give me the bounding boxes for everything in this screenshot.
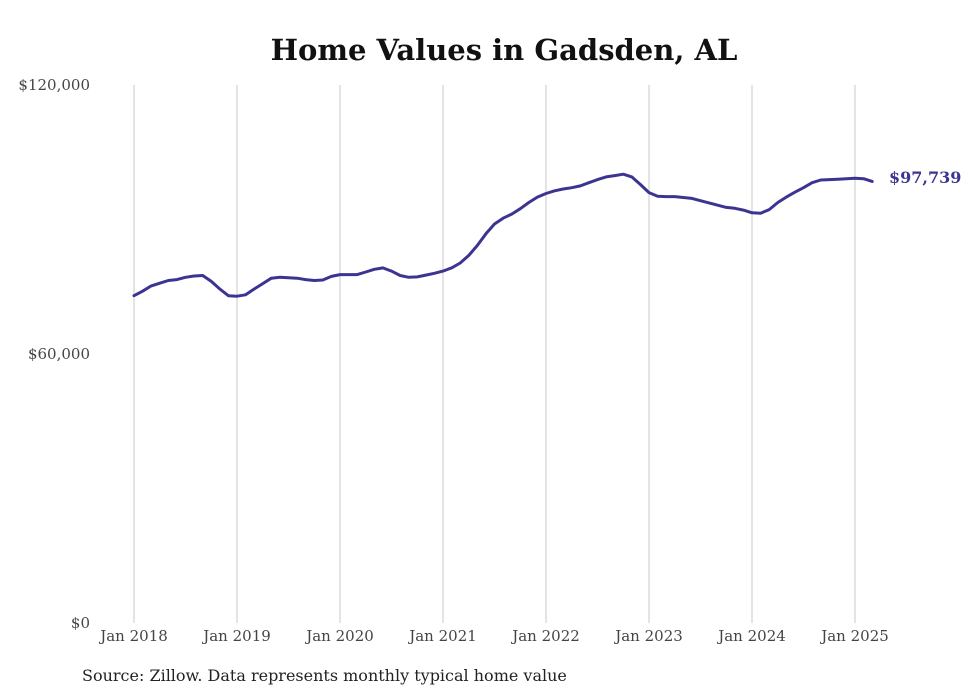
x-tick-label: Jan 2023 xyxy=(613,627,683,645)
x-tick-label: Jan 2022 xyxy=(510,627,580,645)
x-tick-label: Jan 2019 xyxy=(201,627,271,645)
y-axis: $0 $60,000 $120,000 xyxy=(18,76,90,632)
grid xyxy=(133,85,856,623)
source-note: Source: Zillow. Data represents monthly … xyxy=(82,666,567,685)
y-tick-label: $120,000 xyxy=(18,76,90,94)
series xyxy=(132,172,874,298)
chart-title: Home Values in Gadsden, AL xyxy=(271,33,738,67)
x-tick-label: Jan 2020 xyxy=(304,627,374,645)
end-value-label: $97,739 xyxy=(889,168,961,187)
x-axis: Jan 2018 Jan 2019 Jan 2020 Jan 2021 Jan 2022… xyxy=(98,627,889,645)
y-tick-label: $0 xyxy=(71,614,90,632)
x-tick-label: Jan 2018 xyxy=(98,627,168,645)
y-tick-label: $60,000 xyxy=(28,345,90,363)
x-tick-label: Jan 2024 xyxy=(716,627,786,645)
series-line xyxy=(132,172,874,298)
x-tick-label: Jan 2021 xyxy=(407,627,477,645)
x-tick-label: Jan 2025 xyxy=(819,627,889,645)
